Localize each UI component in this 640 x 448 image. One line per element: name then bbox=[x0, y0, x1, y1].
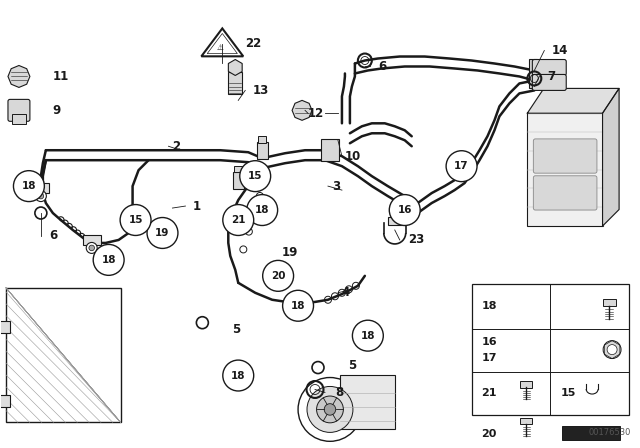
Circle shape bbox=[247, 194, 278, 225]
Circle shape bbox=[262, 260, 294, 291]
Circle shape bbox=[93, 245, 124, 276]
Text: 18: 18 bbox=[291, 301, 305, 311]
FancyBboxPatch shape bbox=[533, 139, 597, 173]
Text: 11: 11 bbox=[53, 70, 69, 83]
Text: 16: 16 bbox=[397, 205, 412, 215]
Circle shape bbox=[120, 205, 151, 236]
Text: 00176530: 00176530 bbox=[589, 428, 631, 437]
FancyBboxPatch shape bbox=[8, 99, 30, 121]
FancyBboxPatch shape bbox=[527, 113, 603, 226]
Circle shape bbox=[607, 345, 617, 355]
Text: 9: 9 bbox=[53, 104, 61, 117]
Text: 13: 13 bbox=[252, 84, 268, 97]
Text: 15: 15 bbox=[560, 388, 575, 398]
FancyBboxPatch shape bbox=[520, 418, 532, 424]
Text: ⚠: ⚠ bbox=[217, 43, 224, 52]
Text: 8: 8 bbox=[335, 386, 343, 399]
Text: 2: 2 bbox=[172, 140, 180, 153]
Text: 19: 19 bbox=[282, 246, 298, 259]
Circle shape bbox=[389, 194, 420, 225]
FancyBboxPatch shape bbox=[529, 59, 538, 88]
Text: 15: 15 bbox=[248, 171, 262, 181]
Circle shape bbox=[317, 396, 344, 423]
FancyBboxPatch shape bbox=[340, 375, 395, 429]
Circle shape bbox=[38, 193, 44, 199]
Text: 3: 3 bbox=[332, 180, 340, 193]
Circle shape bbox=[353, 320, 383, 351]
Circle shape bbox=[223, 205, 253, 236]
Text: 20: 20 bbox=[481, 429, 497, 439]
Polygon shape bbox=[202, 28, 243, 56]
FancyBboxPatch shape bbox=[520, 381, 532, 388]
Text: 4: 4 bbox=[342, 286, 350, 299]
Polygon shape bbox=[527, 88, 619, 113]
FancyBboxPatch shape bbox=[33, 183, 49, 193]
Text: 6: 6 bbox=[378, 60, 386, 73]
Circle shape bbox=[446, 151, 477, 181]
Polygon shape bbox=[603, 88, 619, 226]
Text: 23: 23 bbox=[408, 233, 424, 246]
FancyBboxPatch shape bbox=[603, 299, 616, 306]
Circle shape bbox=[298, 378, 362, 441]
Circle shape bbox=[147, 218, 178, 249]
FancyBboxPatch shape bbox=[83, 235, 100, 245]
Text: 18: 18 bbox=[360, 331, 375, 340]
Circle shape bbox=[86, 242, 97, 254]
FancyBboxPatch shape bbox=[533, 176, 597, 210]
Circle shape bbox=[307, 387, 353, 432]
Text: 1: 1 bbox=[193, 199, 200, 212]
FancyBboxPatch shape bbox=[259, 136, 266, 142]
Circle shape bbox=[603, 340, 621, 358]
FancyBboxPatch shape bbox=[472, 284, 629, 415]
Text: 18: 18 bbox=[231, 370, 246, 380]
Text: 5: 5 bbox=[232, 323, 241, 336]
Circle shape bbox=[89, 245, 95, 251]
Text: 21: 21 bbox=[231, 215, 246, 225]
FancyBboxPatch shape bbox=[257, 142, 268, 159]
FancyBboxPatch shape bbox=[532, 60, 566, 75]
Circle shape bbox=[324, 404, 336, 415]
FancyBboxPatch shape bbox=[388, 217, 402, 225]
FancyBboxPatch shape bbox=[6, 288, 120, 422]
Circle shape bbox=[13, 171, 44, 202]
Text: 17: 17 bbox=[481, 353, 497, 363]
Text: 18: 18 bbox=[22, 181, 36, 191]
FancyBboxPatch shape bbox=[532, 74, 566, 90]
FancyBboxPatch shape bbox=[228, 73, 243, 95]
FancyBboxPatch shape bbox=[233, 172, 244, 189]
Text: 5: 5 bbox=[348, 359, 356, 372]
FancyBboxPatch shape bbox=[321, 139, 339, 161]
Text: 12: 12 bbox=[308, 107, 324, 120]
Text: 14: 14 bbox=[551, 44, 568, 57]
Text: 10: 10 bbox=[345, 150, 361, 163]
FancyBboxPatch shape bbox=[12, 114, 26, 124]
Text: 20: 20 bbox=[271, 271, 285, 281]
Text: 17: 17 bbox=[454, 161, 469, 171]
Text: 15: 15 bbox=[129, 215, 143, 225]
Text: 7: 7 bbox=[547, 70, 556, 83]
FancyBboxPatch shape bbox=[563, 426, 620, 440]
FancyBboxPatch shape bbox=[0, 321, 10, 333]
Text: 18: 18 bbox=[255, 205, 269, 215]
Circle shape bbox=[240, 161, 271, 192]
Text: 19: 19 bbox=[156, 228, 170, 238]
Text: 18: 18 bbox=[481, 301, 497, 311]
FancyBboxPatch shape bbox=[0, 396, 10, 407]
Text: 18: 18 bbox=[101, 255, 116, 265]
Text: 16: 16 bbox=[481, 337, 497, 347]
Text: 6: 6 bbox=[49, 229, 57, 242]
Circle shape bbox=[283, 290, 314, 321]
FancyBboxPatch shape bbox=[234, 166, 242, 172]
Circle shape bbox=[35, 190, 46, 202]
Text: 21: 21 bbox=[481, 388, 497, 398]
Circle shape bbox=[223, 360, 253, 391]
Text: 22: 22 bbox=[245, 37, 262, 50]
